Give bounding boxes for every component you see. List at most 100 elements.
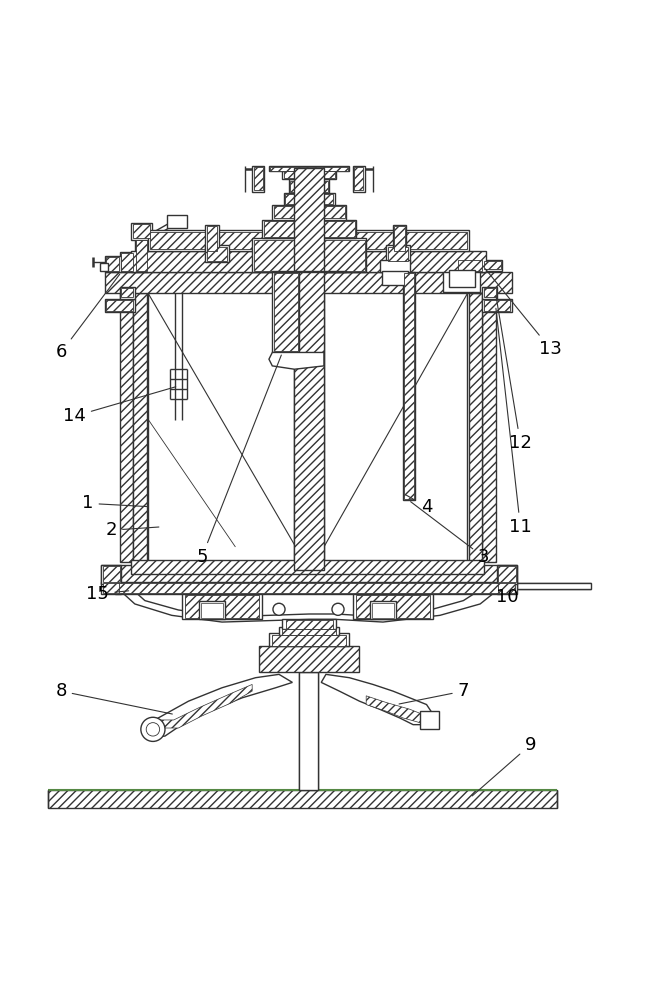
Bar xyxy=(132,223,152,240)
Bar xyxy=(498,583,515,593)
Bar xyxy=(198,601,225,619)
Text: 3: 3 xyxy=(411,502,489,566)
Bar xyxy=(101,565,122,584)
Bar xyxy=(105,272,512,293)
Bar xyxy=(167,215,187,228)
Bar xyxy=(106,257,120,271)
Bar xyxy=(100,263,108,271)
Bar xyxy=(132,251,486,272)
Bar xyxy=(105,299,135,312)
Bar xyxy=(106,300,133,311)
Bar xyxy=(484,288,496,297)
Bar xyxy=(122,253,134,271)
Bar xyxy=(48,790,557,808)
Circle shape xyxy=(141,717,165,741)
Bar xyxy=(185,595,259,618)
Bar xyxy=(259,646,360,672)
Bar xyxy=(284,171,335,178)
Bar xyxy=(122,288,134,297)
Bar xyxy=(134,293,147,562)
Bar xyxy=(253,167,263,190)
Bar xyxy=(272,205,346,220)
Text: 12: 12 xyxy=(496,296,532,452)
Text: 15: 15 xyxy=(87,585,129,603)
Bar xyxy=(120,293,134,562)
Bar xyxy=(444,265,480,292)
Bar xyxy=(458,260,482,271)
Bar xyxy=(270,167,348,171)
Bar xyxy=(269,633,349,646)
Bar xyxy=(279,627,339,635)
Bar xyxy=(382,271,409,285)
Bar xyxy=(353,166,365,192)
Bar xyxy=(274,273,298,351)
Text: 9: 9 xyxy=(472,736,536,796)
Bar xyxy=(101,582,122,594)
Bar xyxy=(482,293,496,562)
Bar xyxy=(252,166,264,192)
Bar xyxy=(133,224,151,238)
Bar xyxy=(181,594,262,619)
Bar xyxy=(372,603,394,618)
Bar xyxy=(393,225,407,252)
Bar xyxy=(405,273,414,499)
Bar xyxy=(289,179,329,193)
Bar xyxy=(284,193,335,205)
Bar xyxy=(262,220,356,238)
Bar xyxy=(299,672,318,790)
Bar xyxy=(420,711,439,729)
Text: 14: 14 xyxy=(63,387,176,425)
Text: 4: 4 xyxy=(405,495,432,516)
Bar xyxy=(484,261,501,269)
Bar xyxy=(118,583,499,593)
Bar xyxy=(353,594,433,619)
Text: 10: 10 xyxy=(496,588,518,606)
Bar xyxy=(135,238,149,272)
Bar xyxy=(105,256,121,272)
Bar xyxy=(388,247,409,261)
Bar xyxy=(517,583,591,589)
Bar xyxy=(120,287,135,299)
Bar xyxy=(497,582,517,594)
Circle shape xyxy=(332,603,344,615)
Bar xyxy=(115,582,502,594)
Circle shape xyxy=(273,603,285,615)
Bar xyxy=(386,245,410,262)
Bar xyxy=(394,226,405,251)
Polygon shape xyxy=(321,674,433,725)
Bar xyxy=(354,167,364,190)
Bar xyxy=(282,629,336,635)
Circle shape xyxy=(146,723,160,736)
Bar xyxy=(274,206,345,218)
Polygon shape xyxy=(145,674,292,738)
Bar xyxy=(205,225,218,252)
Bar xyxy=(263,221,355,237)
Bar xyxy=(272,272,299,352)
Bar xyxy=(370,601,396,619)
Bar xyxy=(469,293,482,562)
Bar xyxy=(120,252,135,272)
Bar xyxy=(449,270,476,287)
Bar xyxy=(484,300,510,311)
Bar xyxy=(136,240,147,271)
Bar xyxy=(150,232,468,249)
Bar xyxy=(482,260,502,271)
Bar xyxy=(205,245,228,262)
Polygon shape xyxy=(152,684,252,728)
Bar xyxy=(206,247,227,261)
Bar xyxy=(290,181,328,192)
Bar xyxy=(482,287,497,299)
Text: 7: 7 xyxy=(399,682,469,704)
Bar xyxy=(482,299,512,312)
Bar xyxy=(403,272,415,500)
Text: 2: 2 xyxy=(106,521,159,539)
Text: 11: 11 xyxy=(496,308,532,536)
Bar xyxy=(457,259,484,272)
Bar xyxy=(498,566,515,582)
Text: 6: 6 xyxy=(55,274,120,361)
Text: 1: 1 xyxy=(82,494,146,512)
Bar xyxy=(286,620,333,629)
Bar xyxy=(149,230,469,251)
Polygon shape xyxy=(269,352,324,369)
Bar xyxy=(103,583,120,593)
